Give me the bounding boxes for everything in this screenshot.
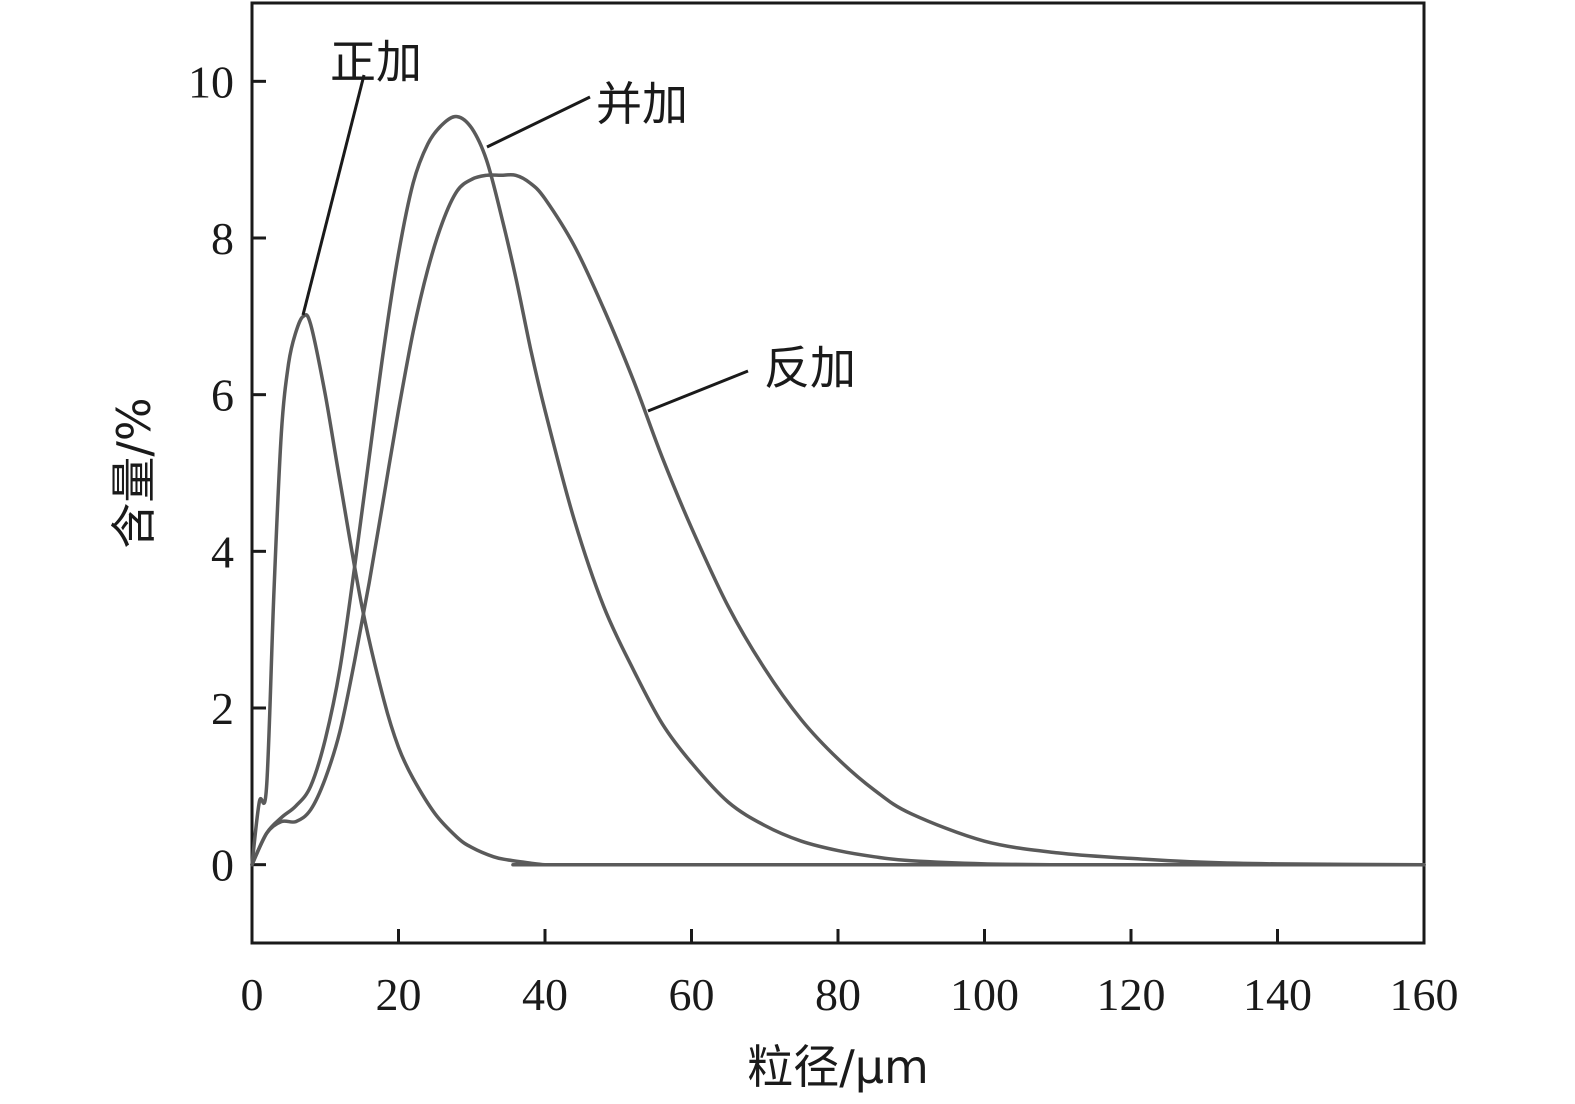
x-tick-label: 160 [1390,969,1459,1020]
annotation-leader-line [486,95,591,149]
series-layer [250,114,1426,867]
x-axis-title: 粒径/μm [747,1040,929,1094]
x-tick-label: 100 [950,969,1019,1020]
x-tick-label: 60 [669,969,715,1020]
y-axis: 0 2 4 6 8 10 [188,56,266,891]
x-axis: 0 20 40 60 80 100 120 140 160 [241,929,1459,1020]
x-tick-label: 0 [241,969,264,1020]
y-axis-title: 含量/% [107,397,161,548]
annotation-zhengjia: 正加 [330,35,422,89]
y-tick-label: 6 [211,370,234,421]
y-tick-label: 0 [211,840,234,891]
y-tick-label: 2 [211,683,234,734]
annotation-fanjia: 反加 [764,341,856,395]
x-tick-label: 20 [376,969,422,1020]
annotation-bingjia: 并加 [596,77,688,131]
y-tick-label: 10 [188,56,234,107]
y-tick-label: 8 [211,213,234,264]
annotation-leader-line [301,74,366,316]
x-tick-label: 140 [1243,969,1312,1020]
x-tick-label: 80 [815,969,861,1020]
y-tick-label: 4 [211,526,234,577]
series-line-fanjia [250,172,1426,867]
x-tick-label: 120 [1097,969,1166,1020]
series-line-bingjia [250,114,1426,867]
annotation-leader-line [647,369,749,413]
x-tick-label: 40 [522,969,568,1020]
series-line-zhengjia [250,313,1426,867]
